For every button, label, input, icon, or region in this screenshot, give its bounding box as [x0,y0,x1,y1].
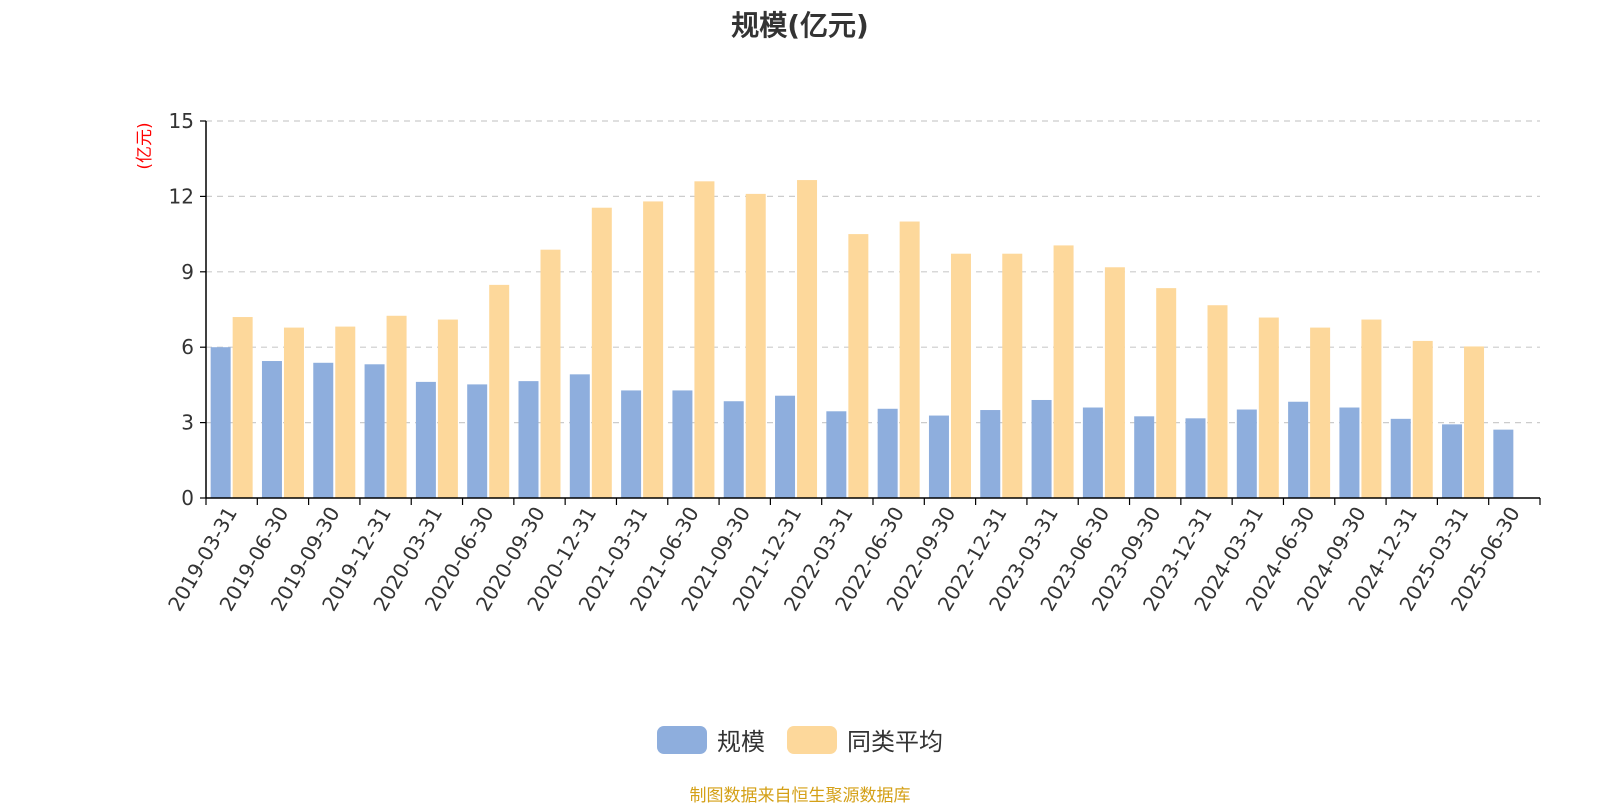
bar-series-2[interactable] [848,234,869,498]
bar-series-2[interactable] [1361,319,1382,498]
bar-series-1[interactable] [569,374,590,498]
y-tick-label: 9 [181,260,194,284]
bar-series-1[interactable] [1390,418,1411,498]
bar-series-1[interactable] [415,381,436,498]
y-tick-label: 3 [181,411,194,435]
bar-series-1[interactable] [1185,418,1206,498]
bar-series-1[interactable] [928,415,949,498]
bar-series-1[interactable] [1031,399,1052,498]
bar-series-1[interactable] [1236,409,1257,498]
legend-label-series-1: 规模 [717,728,765,756]
bar-series-1[interactable] [1288,401,1309,498]
bar-series-1[interactable] [1339,407,1360,498]
bar-series-1[interactable] [210,347,231,498]
bar-series-2[interactable] [643,201,664,498]
bars [210,180,1514,499]
bar-series-2[interactable] [899,221,920,499]
bar-series-1[interactable] [1442,424,1463,498]
bar-series-2[interactable] [1412,340,1433,498]
bar-series-2[interactable] [797,180,818,498]
bar-series-2[interactable] [694,181,715,498]
bar-series-2[interactable] [335,326,356,498]
bar-series-1[interactable] [775,395,796,498]
bar-series-1[interactable] [980,410,1001,498]
bar-series-1[interactable] [313,362,334,498]
bar-series-2[interactable] [283,327,304,498]
bar-series-1[interactable] [1493,429,1514,498]
bar-series-2[interactable] [540,249,561,498]
bar-series-2[interactable] [232,317,253,498]
bar-series-2[interactable] [1464,346,1485,498]
y-tick-label: 15 [169,109,194,133]
bar-series-2[interactable] [437,319,458,498]
bar-series-2[interactable] [1207,305,1228,498]
bar-series-2[interactable] [1104,267,1125,498]
chart-title: 规模(亿元) [731,9,869,42]
y-tick-label: 6 [181,335,194,359]
source-note: 制图数据来自恒生聚源数据库 [689,786,911,806]
y-tick-label: 0 [181,486,194,510]
bar-series-2[interactable] [386,315,407,498]
legend-swatch-series-2 [787,725,837,754]
bar-series-1[interactable] [518,381,539,498]
bar-series-2[interactable] [1258,317,1279,498]
bar-series-1[interactable] [672,390,693,498]
bar-series-2[interactable] [1053,245,1074,498]
bar-series-1[interactable] [877,408,898,498]
bar-series-1[interactable] [1082,407,1103,498]
bar-series-2[interactable] [1002,253,1023,498]
legend: 规模 同类平均 [0,722,1600,757]
bar-series-2[interactable] [1156,288,1177,498]
bar-series-2[interactable] [745,193,766,499]
bar-series-1[interactable] [826,411,847,498]
bar-series-1[interactable] [621,390,642,498]
legend-item-series-1[interactable]: 规模 [657,722,765,757]
legend-item-series-2[interactable]: 同类平均 [787,722,943,757]
bar-series-1[interactable] [723,401,744,498]
legend-label-series-2: 同类平均 [847,728,943,756]
bar-series-1[interactable] [1134,416,1155,498]
bar-series-1[interactable] [364,364,385,498]
bar-series-2[interactable] [591,207,612,498]
bar-series-2[interactable] [1310,327,1331,498]
y-axis-unit-label: (亿元) [135,122,155,169]
legend-swatch-series-1 [657,725,707,754]
bar-series-2[interactable] [950,253,971,498]
bar-series-2[interactable] [489,284,510,498]
y-tick-label: 12 [169,184,194,208]
bar-series-1[interactable] [261,361,282,498]
bar-series-1[interactable] [467,384,488,498]
